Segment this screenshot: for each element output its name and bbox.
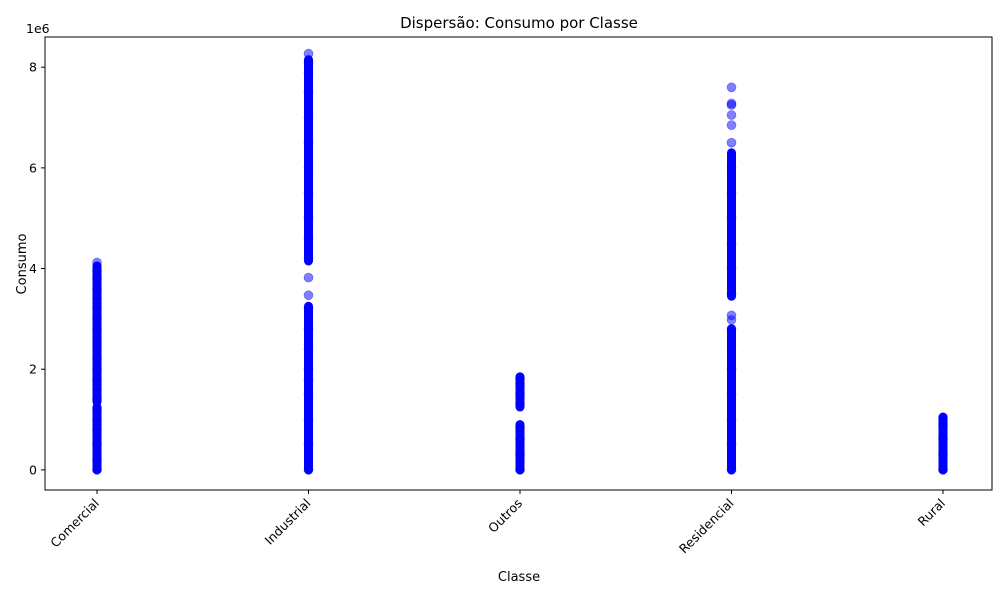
data-point [92,334,102,344]
data-point [303,48,314,59]
data-point [92,374,102,385]
y-axis-label: Consumo [15,234,30,295]
data-point [303,344,314,354]
axes-frame [44,36,993,491]
data-point [303,272,314,283]
data-point [303,364,314,375]
data-point [303,414,314,425]
data-point [515,434,525,445]
data-point [303,290,314,301]
data-point [92,394,102,405]
data-point [303,87,314,98]
data-point [303,253,314,264]
data-point [303,233,314,244]
data-point [726,188,737,198]
data-point [303,112,314,123]
data-point [515,465,525,475]
point-cluster [304,55,313,266]
point-cluster [727,148,736,301]
data-point [938,434,948,445]
data-point [726,110,737,120]
series-outros [515,372,525,475]
data-point [92,303,102,314]
series-rural [938,412,948,475]
data-point [92,324,102,334]
data-point [726,263,737,274]
y-tick-label: 6 [29,160,37,175]
data-point [92,266,102,276]
data-point [515,449,525,460]
data-point [303,57,314,67]
series-comercial [92,257,102,475]
data-point [303,213,314,223]
data-point [303,303,314,314]
data-point [303,67,314,78]
y-tick-label: 2 [29,362,37,377]
data-point [726,163,737,173]
data-point [726,414,737,425]
data-point [92,257,102,268]
series-industrial [303,48,314,475]
data-point [726,465,737,475]
data-point [92,283,102,294]
data-point [92,465,102,475]
data-point [726,238,737,249]
data-point [726,82,737,93]
data-point [726,324,737,334]
data-point [92,314,102,324]
chart-title: Dispersão: Consumo por Classe [400,14,638,32]
data-point [726,339,737,349]
data-point [726,213,737,223]
y-offset-label: 1e6 [26,21,50,36]
data-point [726,310,737,321]
data-point [303,439,314,450]
data-point [303,374,314,385]
data-point [726,120,737,130]
data-point [92,414,102,425]
data-point [92,344,102,354]
point-cluster [727,324,736,475]
data-point [726,288,737,299]
y-axis: 0 2 4 6 8 [29,60,45,477]
point-cluster [304,301,313,382]
data-point [726,98,737,109]
data-point [515,422,525,432]
data-point [515,389,525,400]
data-point [92,293,102,304]
data-point [938,413,948,423]
data-point [92,384,102,395]
data-point [303,389,314,400]
data-point [303,188,314,198]
series-residencial [726,82,737,475]
data-point [92,354,102,364]
y-tick-label: 8 [29,60,37,75]
data-point [92,424,102,435]
data-point [303,137,314,148]
data-point [303,324,314,334]
data-point [92,364,102,375]
data-point [92,439,102,450]
x-axis-label: Classe [498,570,540,585]
data-point [938,449,948,460]
data-point [92,454,102,465]
data-point [726,137,737,148]
points-layer [92,48,948,475]
data-point [726,364,737,375]
data-point [303,465,314,475]
data-point [92,404,102,415]
y-tick-label: 0 [29,462,37,477]
data-point [515,399,525,410]
data-point [726,389,737,400]
data-point [303,163,314,173]
data-point [515,373,525,384]
data-point [938,465,948,475]
y-tick-label: 4 [29,261,37,276]
point-cluster [304,374,313,475]
data-point [726,439,737,450]
point-cluster [515,420,525,475]
